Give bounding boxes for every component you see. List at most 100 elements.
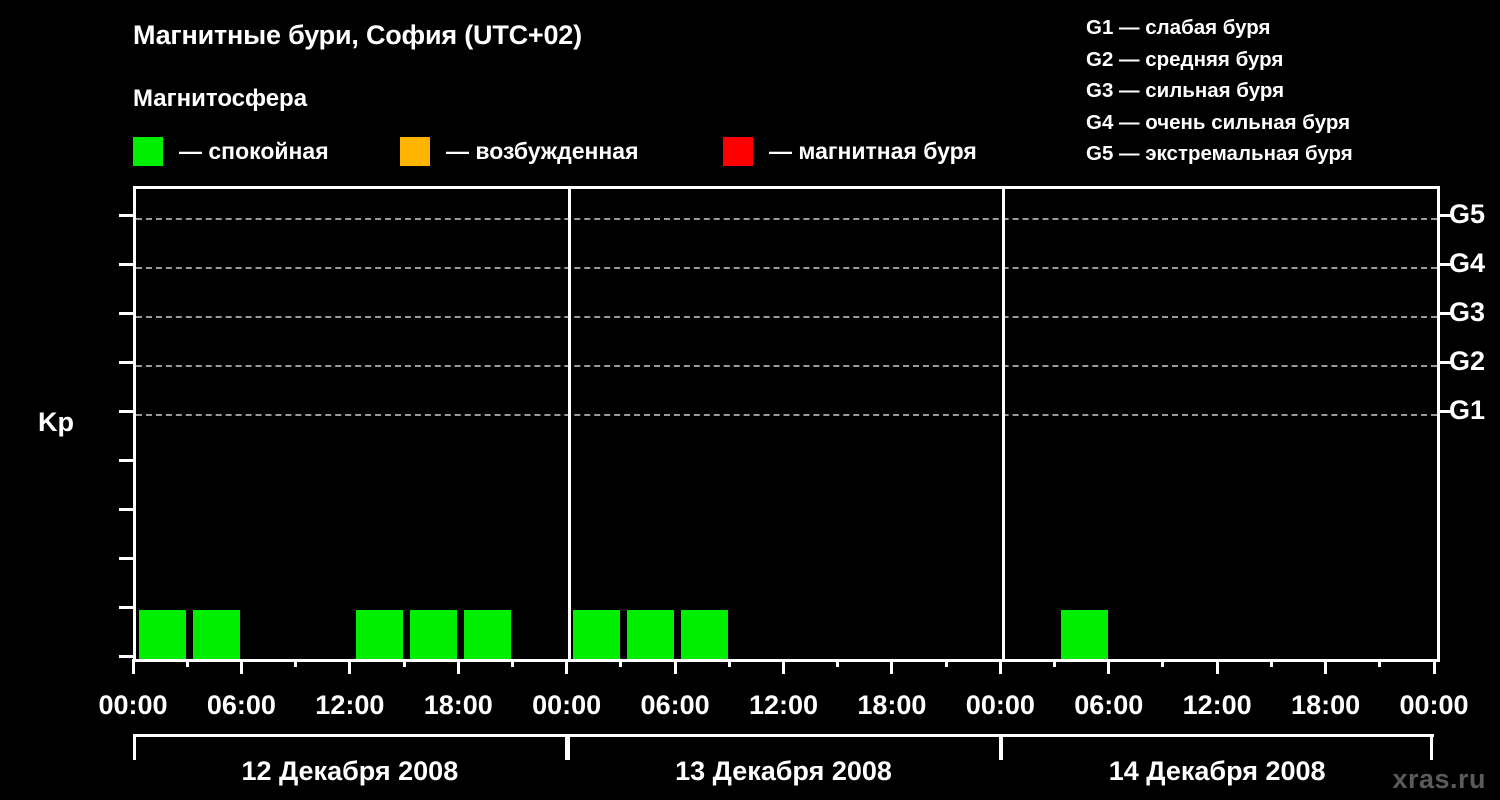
date-bracket-line-1 <box>566 734 1001 737</box>
y-axis-title: Kp <box>38 407 74 437</box>
y-tick-mark-1 <box>119 606 133 610</box>
x-tick-mark-3 <box>456 659 460 674</box>
x-tick-label-6: 12:00 <box>748 690 819 720</box>
x-tick-label-2: 12:00 <box>315 690 385 720</box>
x-minor-tick-hour-27 <box>619 659 623 667</box>
x-tick-label-3: 18:00 <box>423 690 493 720</box>
watermark: xras.ru <box>1392 764 1486 794</box>
x-tick-mark-0 <box>131 659 135 674</box>
x-tick-label-9: 06:00 <box>1074 690 1144 720</box>
magnetosphere-heading: Магнитосфера <box>133 85 308 112</box>
g-tick-mark-G4 <box>1437 263 1451 267</box>
x-minor-tick-hour-21 <box>510 659 514 667</box>
day-separator-hour-24 <box>568 189 572 659</box>
g-tick-mark-G5 <box>1437 214 1451 218</box>
legend-entry-label: — возбужденная <box>446 137 639 164</box>
g-tick-label-G1: G1 <box>1449 395 1486 426</box>
x-tick-label-7: 18:00 <box>857 690 927 720</box>
g-tick-mark-G2 <box>1437 361 1451 365</box>
page-title: Магнитные бури, София (UTC+02) <box>133 20 582 50</box>
x-minor-tick-hour-9 <box>294 659 298 667</box>
gridline-kp-8 <box>136 267 1437 270</box>
g-scale-legend: G1 — слабая буря G2 — средняя буря G3 — си… <box>1074 12 1494 170</box>
date-bracket-tick <box>566 734 570 760</box>
date-label-0: 12 Декабря 2008 <box>241 756 459 786</box>
date-bracket <box>133 734 1434 760</box>
gridline-kp-6 <box>136 365 1437 368</box>
gridline-kp-9 <box>136 218 1437 221</box>
kp-bar <box>572 610 620 659</box>
date-bracket-line-2 <box>1000 734 1434 737</box>
x-tick-mark-5 <box>673 659 677 674</box>
date-bracket-tick <box>1000 734 1004 760</box>
x-tick-mark-12 <box>1432 659 1436 674</box>
kp-bar <box>464 610 512 659</box>
y-tick-mark-4 <box>119 459 133 463</box>
x-tick-mark-10 <box>1215 659 1219 674</box>
g-tick-label-G3: G3 <box>1449 297 1486 328</box>
x-tick-mark-7 <box>890 659 894 674</box>
g-scale-line-4: G4 — очень сильная буря <box>1086 110 1351 134</box>
legend-entry-2: — магнитная буря <box>723 133 977 169</box>
kp-bar <box>355 610 404 659</box>
x-minor-tick-hour-39 <box>836 659 840 667</box>
x-tick-label-12: 00:00 <box>1399 690 1469 720</box>
g-scale-line-3: G3 — сильная буря <box>1086 79 1285 102</box>
x-minor-tick-hour-63 <box>1269 659 1273 667</box>
kp-bar <box>410 610 458 659</box>
x-tick-label-1: 06:00 <box>206 690 276 720</box>
x-tick-mark-1 <box>239 659 243 674</box>
legend-entry-label: — магнитная буря <box>769 137 977 164</box>
x-tick-label-4: 00:00 <box>532 690 602 720</box>
date-label-2: 14 Декабря 2008 <box>1108 756 1326 786</box>
y-tick-mark-0 <box>119 655 133 658</box>
kp-bar <box>1060 610 1108 659</box>
legend-swatch-icon-2 <box>723 136 753 166</box>
date-bracket-tick <box>133 734 136 760</box>
x-tick-label-8: 00:00 <box>965 690 1035 720</box>
x-tick-mark-2 <box>348 659 352 674</box>
y-tick-mark-6 <box>119 361 133 365</box>
x-minor-tick-hour-15 <box>402 659 406 667</box>
gridline-kp-5 <box>136 414 1437 417</box>
g-tick-mark-G3 <box>1437 312 1451 316</box>
x-minor-tick-hour-69 <box>1378 659 1382 667</box>
g-scale-line-5: G5 — экстремальная буря <box>1086 142 1353 165</box>
kp-bar <box>193 610 241 659</box>
date-bracket-line-0 <box>133 734 567 737</box>
x-tick-mark-4 <box>565 659 569 674</box>
gridline-kp-7 <box>136 316 1437 319</box>
g-tick-label-G4: G4 <box>1449 248 1486 279</box>
chart-plot-area <box>133 186 1440 662</box>
x-minor-tick-hour-3 <box>185 659 189 667</box>
x-tick-label-0: 00:00 <box>98 690 168 720</box>
legend-swatch-icon-1 <box>400 136 430 166</box>
x-tick-label-10: 12:00 <box>1182 690 1252 720</box>
chart-canvas <box>136 189 1437 659</box>
date-label-1: 13 Декабря 2008 <box>675 756 892 786</box>
legend-entry-1: — возбужденная <box>400 133 639 169</box>
x-minor-tick-hour-51 <box>1053 659 1057 667</box>
y-tick-mark-3 <box>119 508 133 512</box>
x-tick-mark-6 <box>782 659 785 674</box>
y-tick-mark-9 <box>119 214 133 218</box>
g-tick-mark-G1 <box>1437 410 1451 414</box>
x-tick-mark-9 <box>1107 659 1111 674</box>
x-tick-mark-11 <box>1324 659 1328 674</box>
y-tick-mark-7 <box>119 312 133 316</box>
legend-entry-label: — спокойная <box>179 137 329 164</box>
y-tick-mark-5 <box>119 410 133 414</box>
x-minor-tick-hour-57 <box>1161 659 1165 667</box>
legend-entry-0: — спокойная <box>133 133 329 169</box>
g-tick-label-G5: G5 <box>1449 199 1486 230</box>
legend-swatch-icon-0 <box>133 136 163 166</box>
g-scale-line-1: G1 — слабая буря <box>1086 16 1271 39</box>
x-tick-mark-8 <box>998 659 1002 674</box>
x-minor-tick-hour-45 <box>944 659 948 667</box>
date-bracket-tick <box>1429 734 1433 760</box>
g-tick-label-G2: G2 <box>1449 346 1486 377</box>
y-tick-mark-8 <box>119 263 133 267</box>
kp-bar <box>139 610 187 659</box>
kp-bar <box>681 610 729 659</box>
y-tick-mark-2 <box>119 557 133 561</box>
